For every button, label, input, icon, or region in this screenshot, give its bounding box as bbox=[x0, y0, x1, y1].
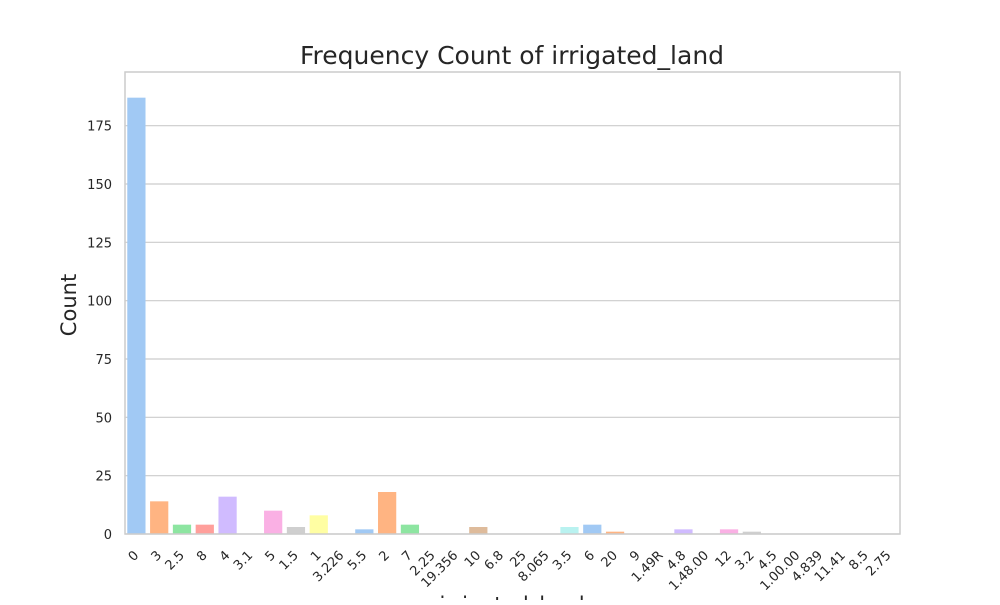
x-tick-label: 1.5 bbox=[277, 548, 302, 573]
y-tick-label: 150 bbox=[87, 178, 112, 193]
bar bbox=[583, 524, 602, 534]
x-tick-label: 2.75 bbox=[863, 548, 894, 579]
bar bbox=[378, 492, 397, 534]
x-tick-label: 0 bbox=[126, 548, 142, 564]
x-tick-label: 3.5 bbox=[550, 548, 575, 573]
y-tick-label: 50 bbox=[95, 411, 112, 426]
y-tick-label: 25 bbox=[95, 470, 112, 485]
bar bbox=[127, 97, 146, 535]
bar bbox=[286, 527, 306, 534]
plot-frame bbox=[124, 71, 901, 535]
bar bbox=[172, 524, 192, 534]
x-tick-label: 20 bbox=[599, 548, 621, 570]
x-tick-label: 5.5 bbox=[345, 548, 370, 573]
grid-lines bbox=[125, 125, 900, 535]
x-tick-label: 3.1 bbox=[231, 548, 256, 573]
bars bbox=[127, 97, 761, 535]
y-tick-label: 0 bbox=[104, 528, 112, 543]
x-tick-label: 10 bbox=[462, 548, 484, 570]
bar bbox=[400, 524, 420, 534]
x-axis-label: irrigated_land bbox=[439, 593, 584, 600]
y-tick-label: 175 bbox=[87, 120, 112, 135]
x-tick-label: 12 bbox=[713, 548, 735, 570]
bar bbox=[218, 496, 237, 534]
y-tick-label: 100 bbox=[87, 295, 112, 310]
y-tick-label: 75 bbox=[95, 353, 112, 368]
x-tick-label: 6 bbox=[582, 548, 598, 564]
y-tick-labels: 0 25 50 75 100 125 150 175 bbox=[87, 120, 112, 543]
bar bbox=[309, 515, 328, 534]
bar bbox=[355, 529, 374, 534]
y-tick-label: 125 bbox=[87, 236, 112, 251]
x-tick-label: 6.8 bbox=[482, 548, 507, 573]
bar bbox=[469, 527, 488, 534]
chart-title: Frequency Count of irrigated_land bbox=[300, 41, 724, 70]
x-tick-label: 2.5 bbox=[163, 548, 188, 573]
x-tick-label: 3.2 bbox=[732, 548, 757, 573]
x-tick-label: 2 bbox=[376, 548, 392, 564]
bar bbox=[719, 529, 739, 534]
y-axis-label: Count bbox=[57, 274, 81, 336]
bar bbox=[264, 510, 283, 534]
bar bbox=[674, 529, 693, 534]
x-tick-label: 8 bbox=[194, 548, 210, 564]
bar bbox=[605, 531, 625, 534]
bar bbox=[195, 524, 214, 534]
bar bbox=[560, 527, 579, 534]
bar bbox=[742, 531, 761, 534]
bar bbox=[150, 501, 169, 534]
